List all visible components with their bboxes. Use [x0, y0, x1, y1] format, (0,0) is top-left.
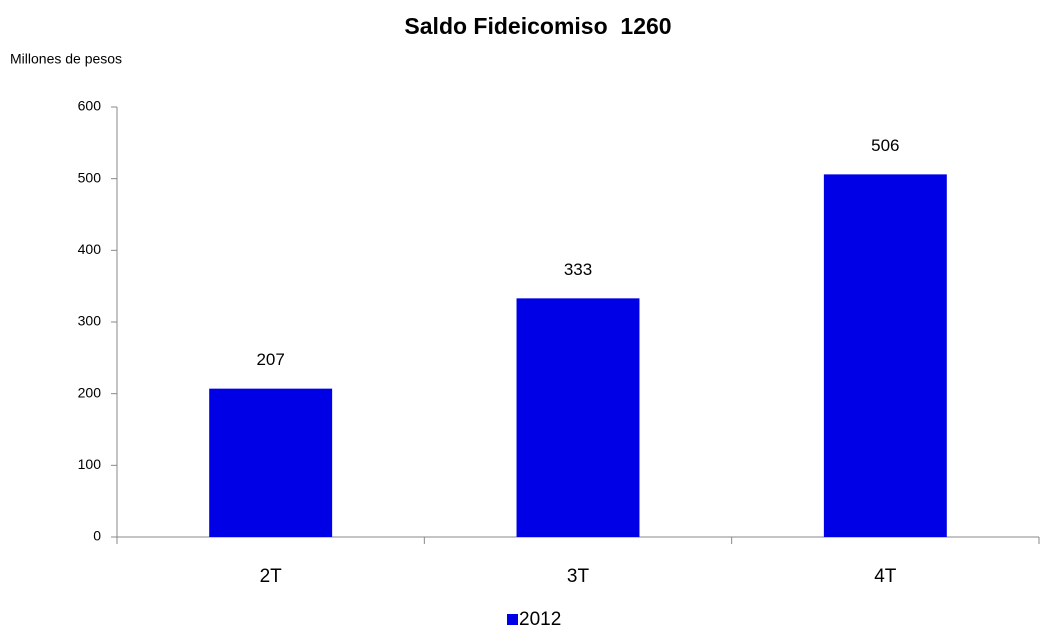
chart-title: Saldo Fideicomiso 1260 [404, 13, 671, 39]
bar [209, 388, 333, 537]
x-tick-label: 3T [567, 566, 590, 587]
legend-label: 2012 [519, 609, 561, 630]
x-tick-label: 2T [260, 566, 283, 587]
y-tick-label: 400 [78, 241, 102, 257]
y-tick-label: 200 [78, 384, 102, 400]
legend-swatch [507, 614, 518, 625]
y-tick-label: 300 [78, 313, 102, 329]
y-tick-label: 500 [78, 169, 102, 185]
y-axis-label: Millones de pesos [10, 51, 122, 67]
y-tick-label: 100 [78, 456, 102, 472]
bar [516, 298, 640, 537]
data-label: 207 [256, 350, 284, 369]
x-tick-label: 4T [874, 566, 897, 587]
data-label: 506 [871, 136, 899, 155]
y-tick-label: 600 [78, 98, 102, 114]
bar [823, 174, 947, 537]
data-label: 333 [564, 260, 592, 279]
y-tick-label: 0 [93, 528, 101, 544]
